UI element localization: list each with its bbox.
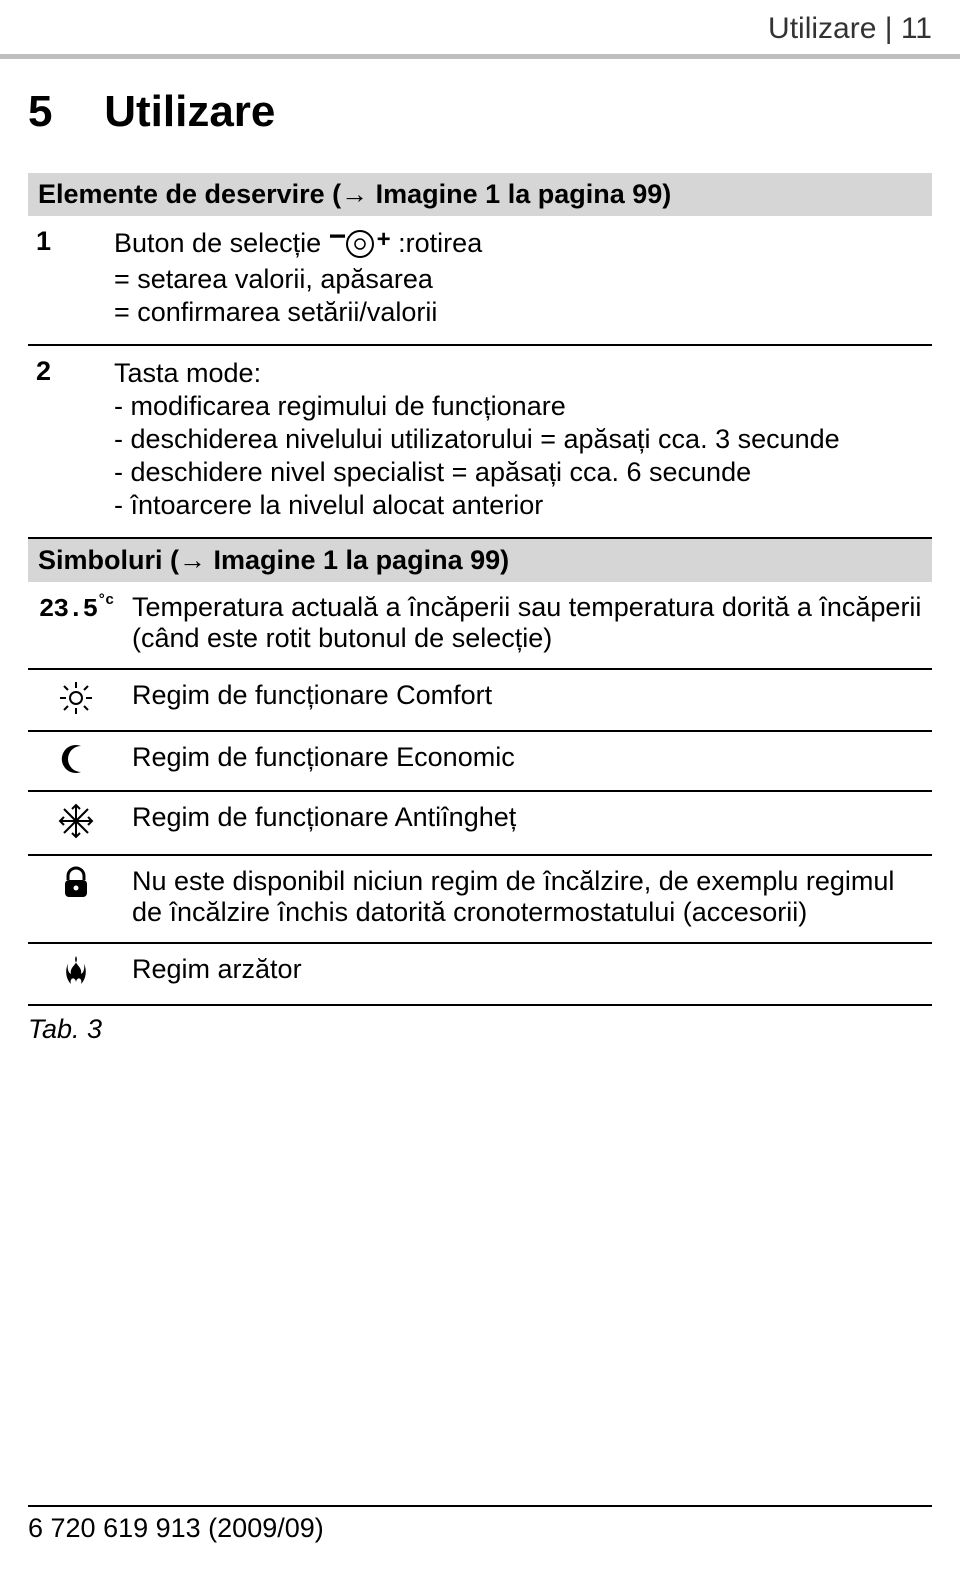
symbols-section-header: Simboluri (→ Imagine 1 la pagina 99) <box>28 539 932 582</box>
table-row: 1 Buton de selecție − + :rotirea = setar… <box>28 216 932 345</box>
row2-l5: - întoarcere la nivelul alocat anterior <box>114 490 924 521</box>
row2-l4: - deschidere nivel specialist = apăsați … <box>114 457 924 488</box>
breadcrumb: Utilizare | 11 <box>768 12 932 45</box>
chapter-title-text: Utilizare <box>104 87 275 136</box>
dial-icon: − + <box>329 228 391 262</box>
row-number: 2 <box>28 345 106 538</box>
symbol-description: Nu este disponibil niciun regim de încăl… <box>124 855 932 943</box>
sun-icon <box>28 669 124 731</box>
table-caption: Tab. 3 <box>28 1014 932 1045</box>
temperature-symbol: 23.5°c <box>28 582 124 669</box>
row-content: Tasta mode: - modificarea regimului de f… <box>106 345 932 538</box>
row1-l3: = confirmarea setării/valorii <box>114 297 924 328</box>
row2-l2: - modificarea regimului de funcționare <box>114 391 924 422</box>
page-content: 5 Utilizare Elemente de deservire (→ Ima… <box>0 59 960 1045</box>
symbols-header-pre: Simboluri ( <box>38 545 179 575</box>
row-number: 1 <box>28 216 106 345</box>
row1-pre: Buton de selecție <box>114 228 329 258</box>
row1-post: :rotirea <box>398 228 482 258</box>
moon-icon <box>28 731 124 791</box>
temp-value: 23.5 <box>39 594 97 624</box>
table-row: Regim arzător <box>28 943 932 1005</box>
symbol-description: Regim de funcționare Antiîngheț <box>124 791 932 855</box>
chapter-heading: 5 Utilizare <box>28 87 932 137</box>
document-number: 6 720 619 913 (2009/09) <box>28 1513 324 1543</box>
symbols-header-post: Imagine 1 la pagina 99) <box>206 545 509 575</box>
row-content: Buton de selecție − + :rotirea = setarea… <box>106 216 932 345</box>
table-row: Nu este disponibil niciun regim de încăl… <box>28 855 932 943</box>
symbol-description: Regim de funcționare Comfort <box>124 669 932 731</box>
flame-icon <box>28 943 124 1005</box>
row1-l2: = setarea valorii, apăsarea <box>114 264 924 295</box>
lock-icon <box>28 855 124 943</box>
table-row: Regim de funcționare Antiîngheț <box>28 791 932 855</box>
row2-l1: Tasta mode: <box>114 358 924 389</box>
page-header: Utilizare | 11 <box>0 0 960 59</box>
symbol-description: Temperatura actuală a încăperii sau temp… <box>124 582 932 669</box>
snowflake-icon <box>28 791 124 855</box>
table-row: Regim de funcționare Comfort <box>28 669 932 731</box>
symbols-table: 23.5°c Temperatura actuală a încăperii s… <box>28 582 932 1006</box>
table-row: 23.5°c Temperatura actuală a încăperii s… <box>28 582 932 669</box>
elements-header-post: Imagine 1 la pagina 99) <box>368 179 671 209</box>
elements-table: 1 Buton de selecție − + :rotirea = setar… <box>28 216 932 539</box>
chapter-number: 5 <box>28 87 92 137</box>
symbol-description: Regim de funcționare Economic <box>124 731 932 791</box>
arrow-icon: → <box>341 179 368 209</box>
temp-unit: °c <box>97 592 113 609</box>
elements-section-header: Elemente de deservire (→ Imagine 1 la pa… <box>28 173 932 216</box>
table-row: 2 Tasta mode: - modificarea regimului de… <box>28 345 932 538</box>
symbol-description: Regim arzător <box>124 943 932 1005</box>
row2-l3: - deschiderea nivelului utilizatorului =… <box>114 424 924 455</box>
page-footer: 6 720 619 913 (2009/09) <box>28 1505 932 1544</box>
table-row: Regim de funcționare Economic <box>28 731 932 791</box>
arrow-icon: → <box>179 545 206 575</box>
elements-header-pre: Elemente de deservire ( <box>38 179 341 209</box>
